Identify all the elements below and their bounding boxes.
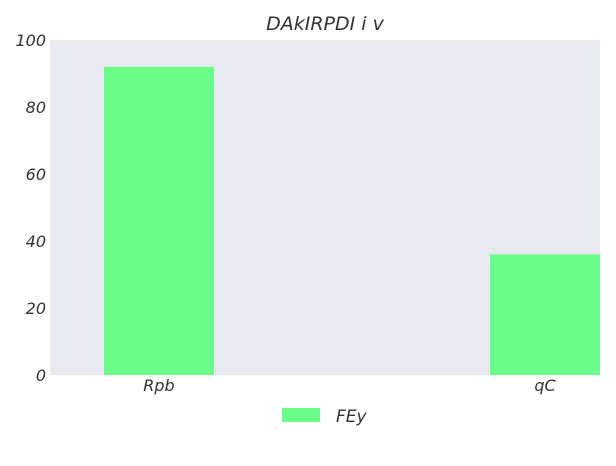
- x-tick-label: Rpb: [143, 376, 174, 395]
- y-tick-label: 60: [26, 165, 46, 184]
- x-axis-ticks: Rpb qC: [143, 376, 556, 395]
- y-axis-ticks: 0 20 40 60 80 100: [15, 31, 46, 385]
- legend[interactable]: FEy: [282, 407, 368, 427]
- chart-title: DAkIRPDI i v: [266, 13, 384, 35]
- x-tick-label: qC: [534, 376, 556, 395]
- bar-rpb: [104, 66, 214, 376]
- y-tick-label: 100: [15, 31, 46, 50]
- y-tick-label: 0: [36, 366, 46, 385]
- y-tick-label: 40: [26, 232, 46, 251]
- y-tick-label: 80: [26, 98, 46, 117]
- bar-qc: [490, 254, 600, 375]
- legend-label: FEy: [336, 407, 368, 427]
- bars-layer: [104, 66, 600, 376]
- legend-swatch: [282, 408, 320, 422]
- y-tick-label: 20: [26, 299, 46, 318]
